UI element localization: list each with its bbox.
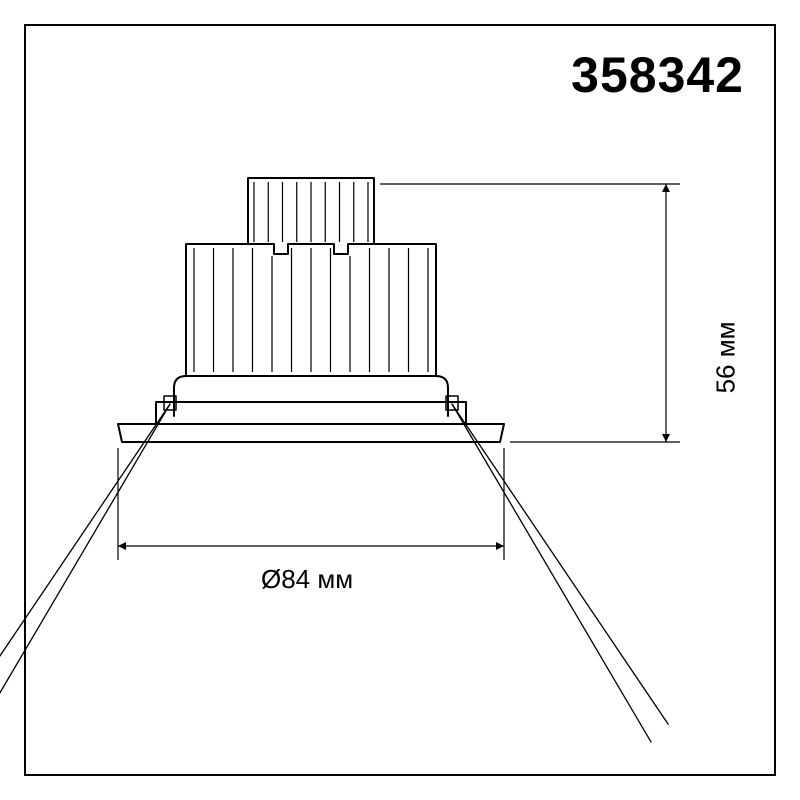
technical-drawing <box>26 26 778 778</box>
dim-height-label: 56 мм <box>711 322 742 394</box>
frame: 358342 56 мм Ø84 мм <box>24 24 776 776</box>
dim-width-label: Ø84 мм <box>261 564 353 595</box>
